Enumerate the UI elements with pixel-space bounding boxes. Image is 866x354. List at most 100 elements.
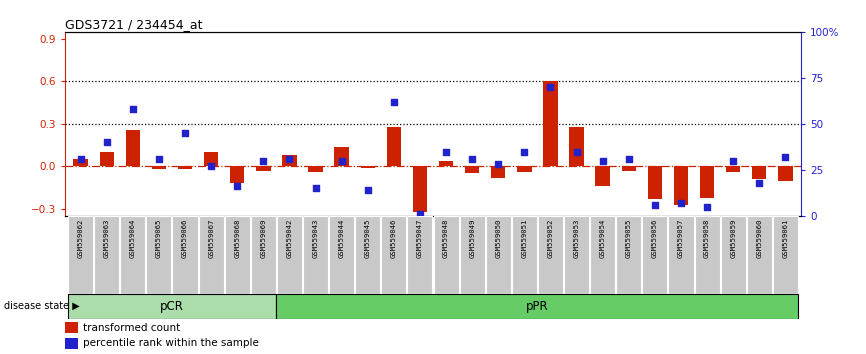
- Point: [622, 156, 636, 162]
- Point: [570, 149, 584, 154]
- Text: GSM559058: GSM559058: [704, 218, 710, 258]
- Text: GSM559052: GSM559052: [547, 218, 553, 258]
- Point: [282, 156, 296, 162]
- Bar: [413, 166, 427, 212]
- Point: [491, 161, 505, 167]
- Bar: [643, 216, 668, 294]
- Text: GSM559043: GSM559043: [313, 218, 319, 258]
- Text: percentile rank within the sample: percentile rank within the sample: [83, 338, 259, 348]
- Bar: [251, 216, 276, 294]
- Text: GSM559044: GSM559044: [339, 218, 345, 258]
- Bar: [282, 155, 297, 166]
- Text: transformed count: transformed count: [83, 322, 181, 332]
- Text: GSM559054: GSM559054: [599, 218, 605, 258]
- Bar: [146, 216, 171, 294]
- Text: pCR: pCR: [160, 300, 184, 313]
- Bar: [276, 294, 798, 319]
- Point: [335, 158, 349, 164]
- Bar: [622, 166, 636, 171]
- Bar: [230, 166, 244, 183]
- Bar: [172, 216, 197, 294]
- Bar: [126, 130, 140, 166]
- Bar: [439, 161, 453, 166]
- Bar: [152, 166, 166, 169]
- Point: [387, 99, 401, 105]
- Bar: [355, 216, 380, 294]
- Point: [779, 154, 792, 160]
- Bar: [120, 216, 145, 294]
- Bar: [590, 216, 615, 294]
- Point: [596, 158, 610, 164]
- Text: GSM559057: GSM559057: [678, 218, 684, 258]
- Point: [517, 149, 531, 154]
- Bar: [68, 294, 276, 319]
- Bar: [434, 216, 459, 294]
- Bar: [726, 166, 740, 172]
- Bar: [198, 216, 223, 294]
- Text: GSM559047: GSM559047: [417, 218, 423, 258]
- Bar: [386, 127, 401, 166]
- Point: [648, 202, 662, 208]
- Bar: [68, 216, 94, 294]
- Text: GSM559046: GSM559046: [391, 218, 397, 258]
- Bar: [407, 216, 432, 294]
- Point: [256, 158, 270, 164]
- Point: [126, 106, 139, 112]
- Text: GSM559060: GSM559060: [756, 218, 762, 258]
- Point: [544, 84, 558, 90]
- Text: GSM559059: GSM559059: [730, 218, 736, 258]
- Text: GSM559048: GSM559048: [443, 218, 449, 258]
- Bar: [721, 216, 746, 294]
- Point: [152, 156, 166, 162]
- Bar: [486, 216, 511, 294]
- Bar: [256, 166, 270, 171]
- Point: [361, 187, 375, 193]
- Bar: [381, 216, 406, 294]
- Text: GSM559055: GSM559055: [626, 218, 632, 258]
- Bar: [772, 216, 798, 294]
- Bar: [308, 166, 323, 172]
- Bar: [564, 216, 589, 294]
- Bar: [74, 159, 87, 166]
- Text: GSM559045: GSM559045: [365, 218, 371, 258]
- Bar: [460, 216, 485, 294]
- Point: [204, 164, 218, 169]
- Text: GSM559061: GSM559061: [782, 218, 788, 258]
- Text: GSM559064: GSM559064: [130, 218, 136, 258]
- Text: GSM559062: GSM559062: [78, 218, 84, 258]
- Text: GSM559067: GSM559067: [208, 218, 214, 258]
- Bar: [204, 152, 218, 166]
- Text: GSM559042: GSM559042: [287, 218, 293, 258]
- Bar: [512, 216, 537, 294]
- Bar: [465, 166, 480, 173]
- Point: [74, 156, 87, 162]
- Text: GSM559065: GSM559065: [156, 218, 162, 258]
- Bar: [517, 166, 532, 172]
- Bar: [65, 338, 78, 349]
- Bar: [329, 216, 354, 294]
- Bar: [491, 166, 506, 178]
- Bar: [700, 166, 714, 198]
- Point: [308, 185, 322, 191]
- Bar: [669, 216, 694, 294]
- Text: GSM559056: GSM559056: [652, 218, 658, 258]
- Bar: [779, 166, 792, 181]
- Bar: [674, 166, 688, 205]
- Bar: [100, 152, 114, 166]
- Bar: [334, 147, 349, 166]
- Bar: [303, 216, 328, 294]
- Point: [465, 156, 479, 162]
- Bar: [752, 166, 766, 179]
- Text: GSM559049: GSM559049: [469, 218, 475, 258]
- Text: GSM559051: GSM559051: [521, 218, 527, 258]
- Bar: [648, 166, 662, 199]
- Point: [753, 180, 766, 185]
- Text: GSM559066: GSM559066: [182, 218, 188, 258]
- Bar: [65, 322, 78, 333]
- Text: GSM559053: GSM559053: [573, 218, 579, 258]
- Text: GSM559069: GSM559069: [261, 218, 267, 258]
- Point: [178, 130, 192, 136]
- Point: [100, 139, 113, 145]
- Point: [439, 149, 453, 154]
- Text: disease state ▶: disease state ▶: [4, 301, 80, 311]
